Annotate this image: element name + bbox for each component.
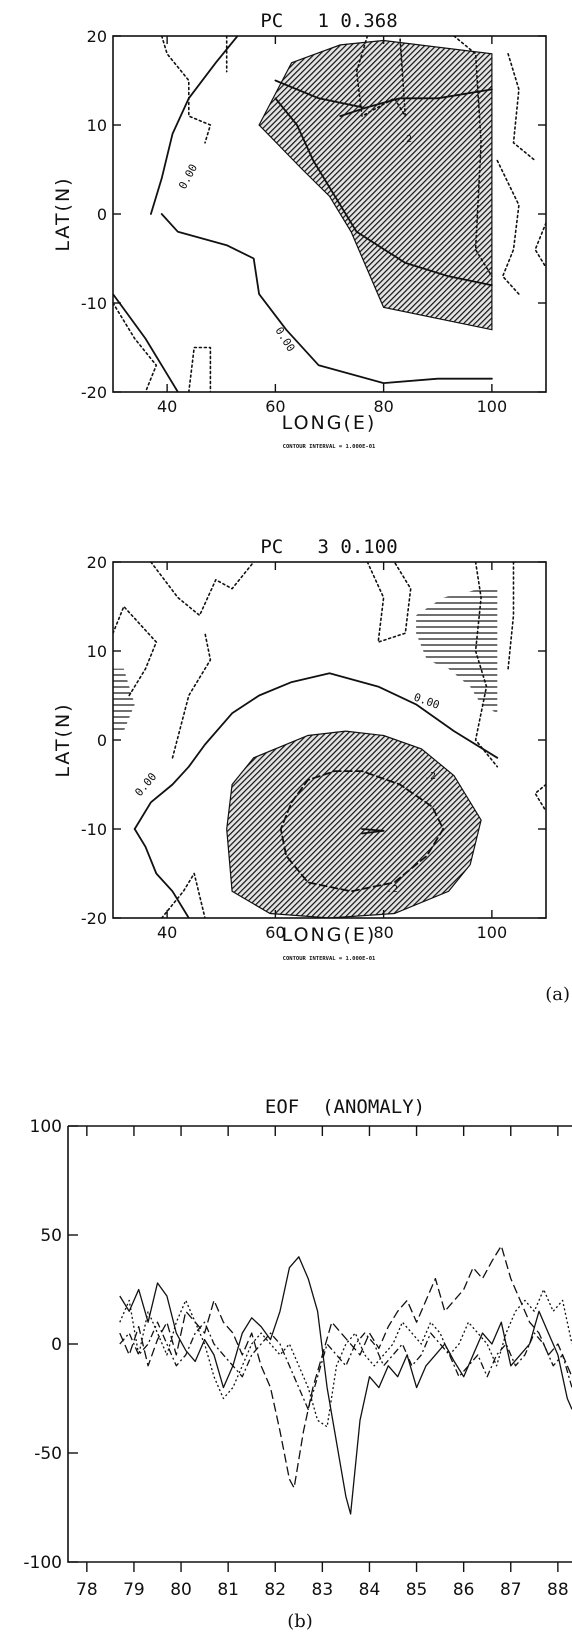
y-tick-label: 10 [87, 116, 107, 135]
x-tick-label: 80 [373, 397, 393, 416]
contour-line-dotted [355, 36, 407, 117]
contour-line-solid [160, 213, 493, 384]
contour-line-dotted [366, 562, 412, 643]
series-line-dash-dot [119, 1321, 572, 1411]
y-tick-label: 0 [51, 1335, 62, 1355]
contour-line-solid [361, 828, 385, 835]
contour-line-dotted [534, 222, 546, 269]
contour-label: 0.00 [272, 325, 297, 354]
x-tick-label: 79 [123, 1580, 145, 1600]
y-tick-label: -100 [23, 1553, 62, 1573]
contour-line-dotted [507, 53, 536, 162]
contour-label: 0.00 [132, 770, 159, 799]
x-tick-label: 81 [217, 1580, 239, 1600]
x-tick-label: 88 [547, 1580, 569, 1600]
series-line-dotted [119, 1288, 572, 1428]
contour-label: .2 [386, 884, 398, 895]
x-tick-label: 60 [265, 397, 285, 416]
contour-line-dotted [188, 346, 212, 392]
panel-label-a: (a) [545, 984, 570, 1005]
y-tick-label: 10 [87, 642, 107, 661]
contour-line-solid [339, 88, 493, 117]
axis-ticks: 78 79 80 81 82 83 84 85 86 87 88 100 50 0 -50 -100 [23, 1117, 568, 1600]
contour-line-dotted [534, 783, 546, 812]
axis-ticks: 40 60 80 100 -20 -10 0 10 20 [81, 27, 546, 416]
axis-ticks: 40 60 80 100 -20 -10 0 10 20 [81, 553, 546, 942]
chart-title: PC 1 0.368 [260, 10, 397, 32]
series-lines [119, 1245, 572, 1515]
contour-line-dotted [453, 36, 493, 278]
x-tick-label: 85 [406, 1580, 428, 1600]
x-tick-label: 84 [359, 1580, 381, 1600]
contour-line-dotted [474, 562, 499, 768]
chart-title: PC 3 0.100 [260, 536, 397, 558]
contour-lines [113, 36, 546, 392]
contour-panel-pc1: PC 1 0.368 40 60 80 100 -20 -10 0 10 20 0.00 0.0… [52, 10, 547, 450]
hatched-regions [258, 39, 493, 331]
contour-line-dotted [150, 562, 255, 617]
contour-label: .2 [424, 771, 436, 782]
contour-line-solid [133, 828, 190, 918]
contour-line-dotted [160, 36, 212, 144]
y-tick-label: -10 [81, 820, 107, 839]
hatched-regions [113, 588, 498, 918]
contour-panel-pc3: PC 3 0.100 40 60 80 100 -20 -10 0 10 20 0.00 0.0… [52, 536, 547, 962]
plot-frame [67, 1125, 572, 1563]
contour-label: .2 [400, 134, 412, 145]
contour-line-dotted [113, 302, 158, 392]
contour-interval-note: CONTOUR INTERVAL = 1.000E-01 [283, 444, 376, 450]
x-tick-label: 83 [312, 1580, 334, 1600]
x-tick-label: 100 [477, 923, 508, 942]
contour-line-solid [274, 79, 363, 109]
y-tick-label: 20 [87, 27, 107, 46]
y-axis-label: LAT(N) [52, 702, 74, 777]
contour-line-dotted [171, 632, 212, 759]
y-axis-label: LAT(N) [52, 176, 74, 251]
y-tick-label: 0 [97, 731, 107, 750]
hatched-region-diagonal [258, 39, 493, 331]
hatched-region-horizontal [113, 668, 135, 732]
series-line-solid [119, 1256, 572, 1515]
panel-label-b: (b) [287, 1611, 313, 1632]
x-tick-label: 100 [477, 397, 508, 416]
y-tick-label: -20 [81, 383, 107, 402]
hatched-region-diagonal [226, 730, 482, 918]
y-tick-label: -20 [81, 909, 107, 928]
x-tick-label: 40 [157, 397, 177, 416]
y-tick-label: 50 [40, 1226, 62, 1246]
contour-line-dashed [279, 770, 445, 893]
x-axis-label: LONG(E) [282, 412, 377, 434]
y-tick-label: -10 [81, 294, 107, 313]
x-tick-label: 78 [76, 1580, 98, 1600]
eof-timeseries-panel: EOF (ANOMALY) 78 79 80 81 82 83 84 85 86 87 88 100 5… [23, 1096, 572, 1600]
contour-line-solid [274, 97, 493, 287]
contour-line-solid [113, 293, 179, 392]
contour-line-solid [133, 672, 499, 830]
x-axis-label: LONG(E) [282, 924, 377, 946]
hatched-region-horizontal [416, 588, 498, 714]
series-line-long-dash [119, 1245, 572, 1489]
y-tick-label: -50 [34, 1444, 62, 1464]
x-tick-label: 82 [264, 1580, 286, 1600]
x-tick-label: 87 [500, 1580, 522, 1600]
contour-label: 0.00 [176, 162, 200, 192]
x-tick-label: 60 [265, 923, 285, 942]
contour-line-dotted [160, 872, 206, 918]
y-tick-label: 100 [30, 1117, 62, 1137]
contour-line-dotted [113, 605, 158, 697]
contour-line-dotted [507, 562, 515, 670]
y-tick-label: 0 [97, 205, 107, 224]
contour-label: 0.00 [412, 691, 441, 712]
x-tick-label: 86 [453, 1580, 475, 1600]
contour-line-solid [150, 36, 239, 215]
contour-lines [113, 562, 546, 918]
y-tick-label: 20 [87, 553, 107, 572]
x-tick-label: 80 [373, 923, 393, 942]
contour-line-dotted [496, 159, 520, 295]
chart-title: EOF (ANOMALY) [265, 1096, 425, 1118]
x-tick-label: 40 [157, 923, 177, 942]
contour-interval-note: CONTOUR INTERVAL = 1.000E-01 [283, 956, 376, 962]
x-tick-label: 80 [170, 1580, 192, 1600]
